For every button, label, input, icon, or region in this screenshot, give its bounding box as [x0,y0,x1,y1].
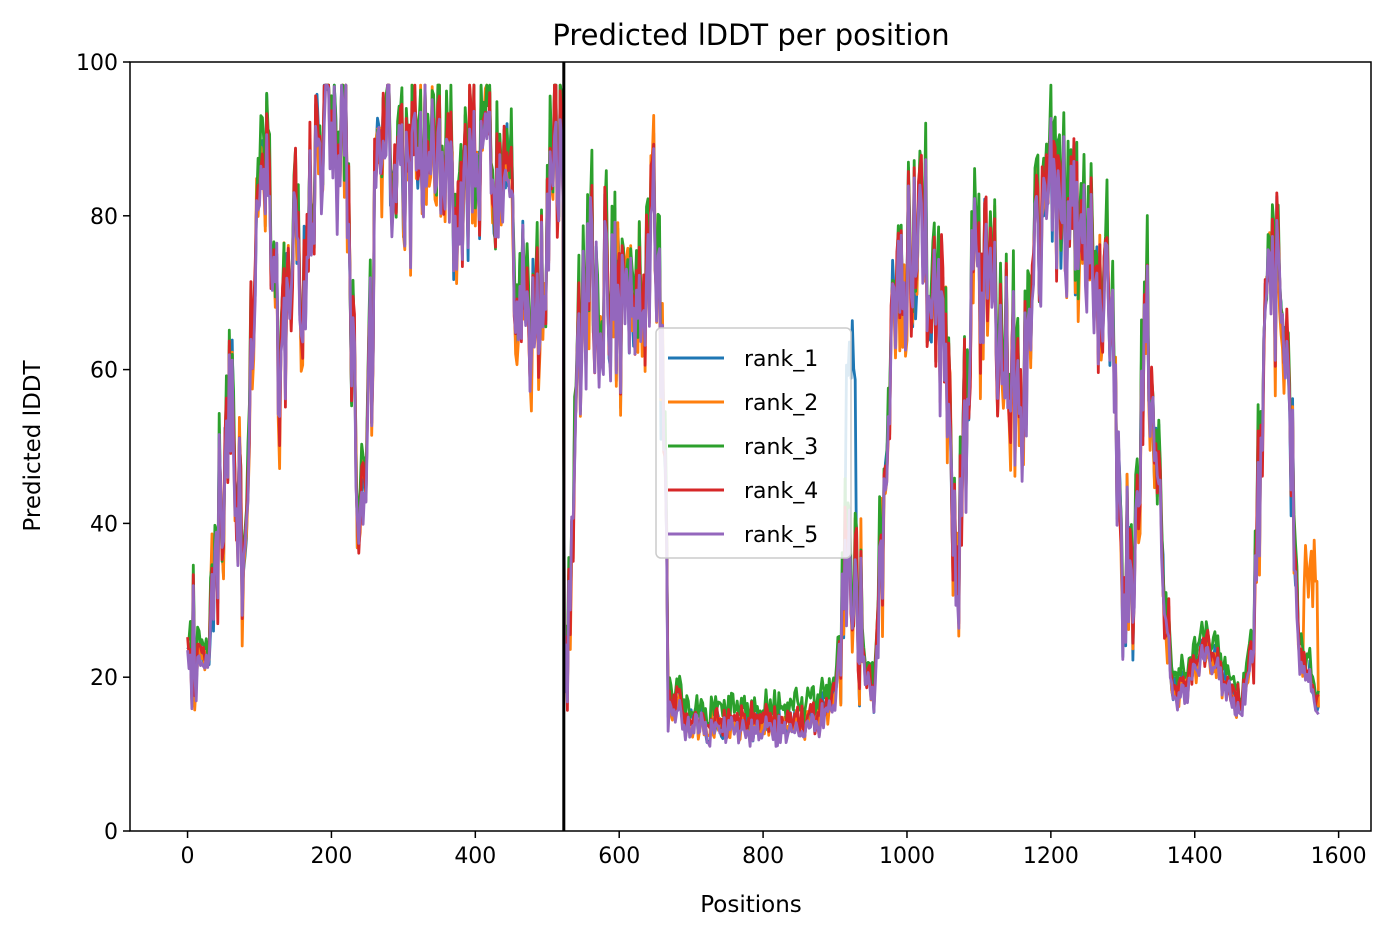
x-tick-label: 400 [454,844,496,869]
x-axis-label: Positions [700,892,802,918]
plot-frame [129,61,1372,832]
y-axis-label: Predicted lDDT [20,359,46,531]
legend-label: rank_4 [744,479,818,504]
x-tick-label: 200 [310,844,352,869]
series-line-rank-5 [186,83,1320,748]
x-tick-label: 1400 [1167,844,1223,869]
y-tick-label: 40 [90,512,118,537]
legend-label: rank_1 [744,347,818,372]
x-tick-label: 1200 [1023,844,1079,869]
x-tick-label: 800 [742,844,784,869]
legend-label: rank_5 [744,523,818,548]
x-tick-label: 1600 [1311,844,1367,869]
y-tick-label: 60 [90,359,118,384]
y-tick-label: 0 [104,820,118,845]
y-tick-label: 80 [90,205,118,230]
y-tick-label: 20 [90,666,118,691]
legend-label: rank_3 [744,435,818,460]
legend-label: rank_2 [744,391,818,416]
plot-area [186,62,1320,831]
legend-box [655,327,852,559]
legend: rank_1 rank_2 rank_3 rank_4 rank_5 [655,327,852,559]
y-tick-label: 100 [76,51,118,76]
chart-title: Predicted lDDT per position [552,18,949,52]
x-tick-label: 0 [181,844,195,869]
x-tick-label: 1000 [879,844,935,869]
axis-ticks: 0 200 400 600 800 1000 1200 1400 1600 0 20 40 60 80 10… [76,51,1367,869]
x-tick-label: 600 [598,844,640,869]
